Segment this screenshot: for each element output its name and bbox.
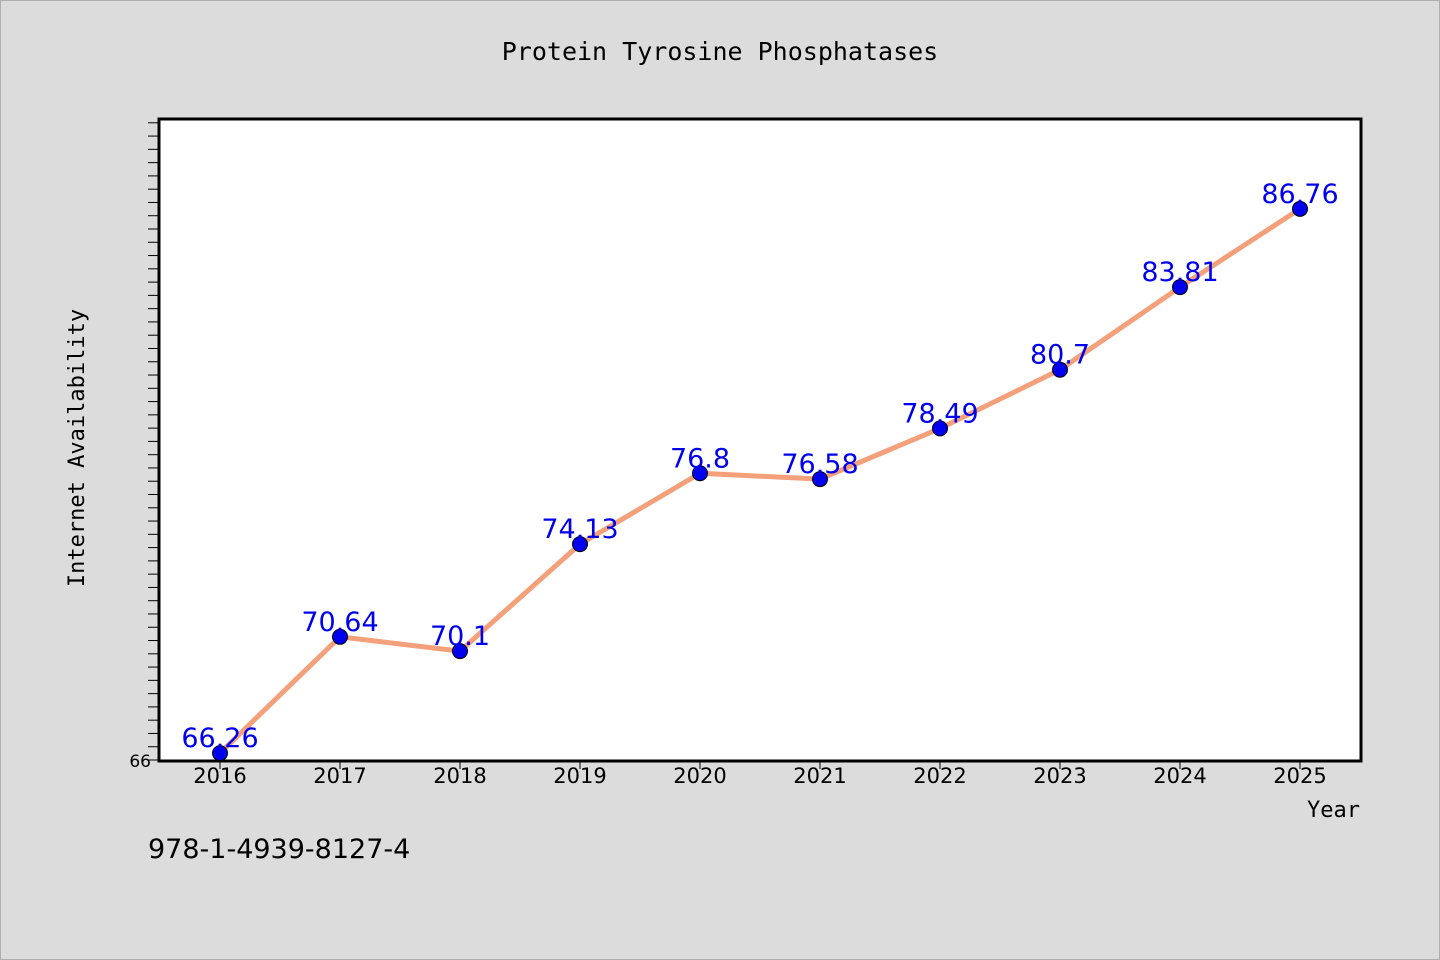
data-labels: 66.26 70.64 70.1 74.13 76.8 76.58 78.49 80.7 83.… xyxy=(181,179,1338,754)
x-tick-label: 2025 xyxy=(1273,764,1326,788)
data-label: 80.7 xyxy=(1030,340,1090,371)
isbn-text: 978-1-4939-8127-4 xyxy=(148,834,411,865)
data-label: 83.81 xyxy=(1141,257,1218,288)
x-axis-ticks xyxy=(219,761,1301,769)
data-point xyxy=(1292,200,1308,217)
x-tick-label: 2019 xyxy=(553,764,606,788)
x-tick-label: 2020 xyxy=(673,764,726,788)
data-point xyxy=(212,745,228,762)
x-tick-label: 2017 xyxy=(313,764,366,788)
series-line xyxy=(218,206,1302,755)
series-markers xyxy=(212,200,1308,762)
data-point xyxy=(332,628,348,645)
x-tick-label: 2021 xyxy=(793,764,846,788)
x-tick-label: 2022 xyxy=(913,764,966,788)
x-tick-label: 2024 xyxy=(1153,764,1206,788)
data-label: 70.64 xyxy=(301,607,378,638)
data-label: 78.49 xyxy=(901,398,978,429)
data-label: 76.58 xyxy=(781,449,858,480)
data-label: 70.1 xyxy=(430,621,490,652)
x-tick-label: 2018 xyxy=(433,764,486,788)
data-point xyxy=(452,643,468,660)
data-label: 66.26 xyxy=(181,723,258,754)
y-axis-ticks xyxy=(148,122,159,761)
data-point xyxy=(692,465,708,482)
plot-area xyxy=(157,117,1363,763)
y-axis-label: Internet Availability xyxy=(65,309,90,587)
data-point xyxy=(932,420,948,437)
data-point xyxy=(812,471,828,488)
data-point xyxy=(1172,279,1188,296)
data-point xyxy=(1052,361,1068,378)
data-label: 76.8 xyxy=(670,443,730,474)
y-tick-label: 66 xyxy=(129,752,151,772)
x-tick-label: 2023 xyxy=(1033,764,1086,788)
data-label: 86.76 xyxy=(1261,179,1338,210)
data-point xyxy=(572,536,588,553)
data-label: 74.13 xyxy=(541,514,618,545)
x-tick-label: 2016 xyxy=(193,764,246,788)
x-axis-label: Year xyxy=(1307,798,1360,823)
chart-title: Protein Tyrosine Phosphatases xyxy=(502,37,939,66)
x-tick-labels: 2016 2017 2018 2019 2020 2021 2022 2023 2024 2025 xyxy=(193,764,1326,788)
